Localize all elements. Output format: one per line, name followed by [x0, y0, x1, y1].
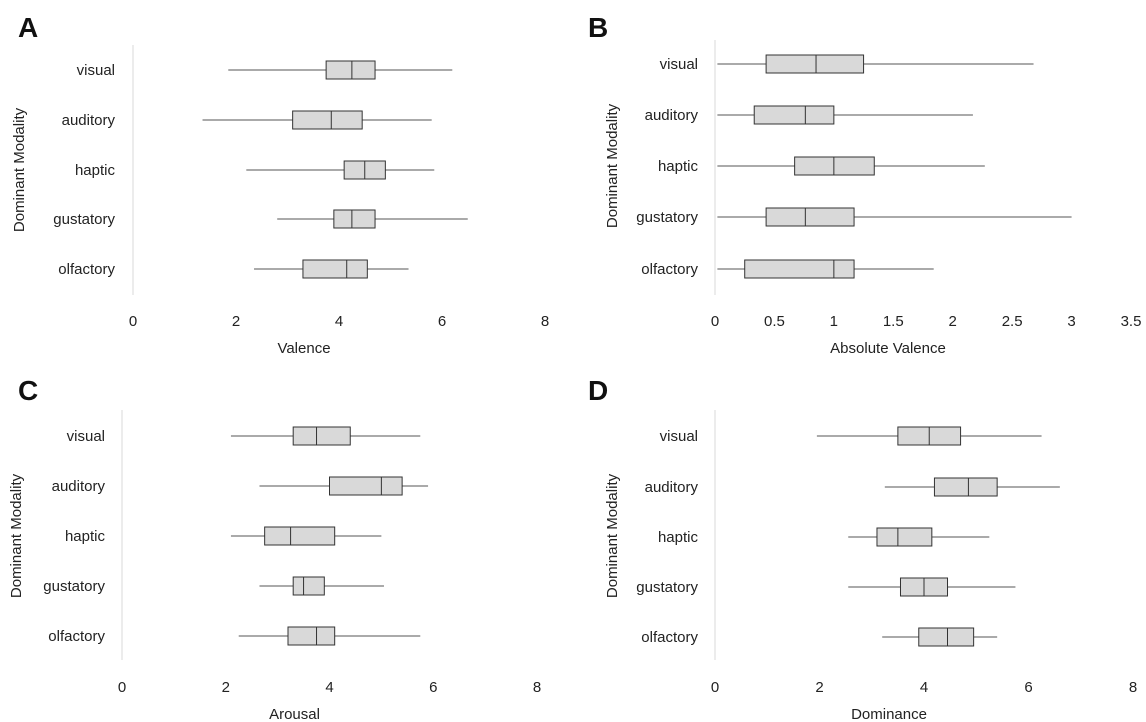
category-label-visual: visual	[67, 428, 105, 445]
iqr-box	[794, 156, 875, 176]
panel-letter: A	[18, 12, 38, 43]
x-tick-label: 2	[949, 313, 957, 330]
y-axis-label: Dominant Modality	[8, 473, 25, 598]
x-axis-label: Arousal	[269, 706, 320, 722]
y-axis-label: Dominant Modality	[11, 107, 28, 232]
iqr-box	[302, 259, 368, 279]
box-olfactory	[238, 626, 421, 646]
x-tick-label: 8	[533, 679, 541, 696]
box-haptic	[246, 160, 435, 180]
category-label-auditory: auditory	[645, 107, 699, 124]
category-label-visual: visual	[660, 56, 698, 73]
box-auditory	[884, 477, 1060, 497]
x-tick-label: 1	[830, 313, 838, 330]
x-axis-label: Absolute Valence	[830, 340, 946, 357]
iqr-box	[292, 110, 363, 130]
category-label-gustatory: gustatory	[636, 209, 698, 226]
y-axis-label: Dominant Modality	[604, 103, 621, 228]
category-label-haptic: haptic	[658, 529, 699, 546]
iqr-box	[325, 60, 376, 80]
iqr-box	[287, 626, 336, 646]
box-olfactory	[717, 259, 934, 279]
box-olfactory	[254, 259, 409, 279]
category-label-olfactory: olfactory	[641, 261, 698, 278]
category-label-auditory: auditory	[645, 479, 699, 496]
category-label-olfactory: olfactory	[58, 261, 115, 278]
box-olfactory	[882, 627, 998, 647]
box-haptic	[717, 156, 985, 176]
category-label-visual: visual	[77, 62, 115, 79]
box-auditory	[717, 105, 973, 125]
category-label-auditory: auditory	[62, 112, 116, 129]
panel-letter: B	[588, 12, 608, 43]
category-label-haptic: haptic	[658, 158, 699, 175]
panel-letter: D	[588, 375, 608, 406]
category-label-haptic: haptic	[75, 162, 116, 179]
box-auditory	[202, 110, 432, 130]
x-tick-label: 6	[438, 313, 446, 330]
box-auditory	[259, 476, 429, 496]
iqr-box	[292, 576, 325, 596]
category-label-olfactory: olfactory	[641, 629, 698, 646]
x-tick-label: 0.5	[764, 313, 785, 330]
iqr-box	[765, 207, 855, 227]
box-gustatory	[848, 577, 1016, 597]
iqr-box	[876, 527, 933, 547]
x-tick-label: 2	[232, 313, 240, 330]
x-tick-label: 4	[325, 679, 333, 696]
x-tick-label: 0	[711, 313, 719, 330]
x-tick-label: 2	[815, 679, 823, 696]
x-tick-label: 6	[1024, 679, 1032, 696]
x-tick-label: 8	[1129, 679, 1137, 696]
category-label-visual: visual	[660, 428, 698, 445]
x-axis-label: Dominance	[851, 706, 927, 722]
box-visual	[816, 426, 1042, 446]
iqr-box	[292, 426, 351, 446]
y-axis-label: Dominant Modality	[604, 473, 621, 598]
box-gustatory	[259, 576, 384, 596]
iqr-box	[333, 209, 376, 229]
iqr-box	[765, 54, 865, 74]
x-axis-label: Valence	[277, 340, 330, 357]
x-tick-label: 1.5	[883, 313, 904, 330]
x-tick-label: 3	[1067, 313, 1075, 330]
box-haptic	[230, 526, 382, 546]
x-tick-label: 6	[429, 679, 437, 696]
x-tick-label: 4	[335, 313, 343, 330]
iqr-box	[329, 476, 403, 496]
category-label-auditory: auditory	[52, 478, 106, 495]
box-haptic	[848, 527, 990, 547]
x-tick-label: 2.5	[1002, 313, 1023, 330]
panel-letter: C	[18, 375, 38, 406]
iqr-box	[933, 477, 998, 497]
x-tick-label: 8	[541, 313, 549, 330]
x-tick-label: 2	[222, 679, 230, 696]
box-visual	[230, 426, 421, 446]
category-label-olfactory: olfactory	[48, 628, 105, 645]
category-label-haptic: haptic	[65, 528, 106, 545]
x-tick-label: 0	[711, 679, 719, 696]
box-visual	[228, 60, 453, 80]
iqr-box	[753, 105, 835, 125]
box-gustatory	[717, 207, 1072, 227]
x-tick-label: 0	[118, 679, 126, 696]
category-label-gustatory: gustatory	[53, 211, 115, 228]
iqr-box	[744, 259, 855, 279]
x-tick-label: 3.5	[1121, 313, 1142, 330]
category-label-gustatory: gustatory	[636, 579, 698, 596]
category-label-gustatory: gustatory	[43, 578, 105, 595]
box-gustatory	[277, 209, 468, 229]
box-visual	[717, 54, 1034, 74]
x-tick-label: 4	[920, 679, 928, 696]
iqr-box	[264, 526, 336, 546]
iqr-box	[918, 627, 975, 647]
x-tick-label: 0	[129, 313, 137, 330]
